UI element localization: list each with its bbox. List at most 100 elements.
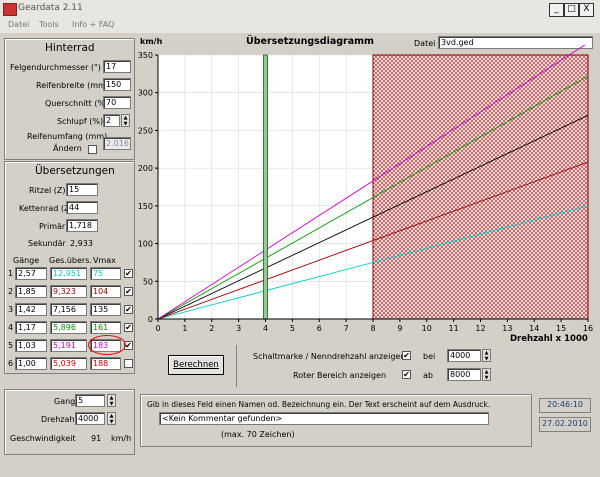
reifenbreite-label: Reifenbreite (mm): [36, 81, 109, 90]
y-tick-label: 0: [148, 315, 153, 324]
bei-spinner[interactable]: ▲ ▼: [482, 349, 491, 362]
reifenbreite-input[interactable]: 150: [103, 78, 131, 91]
gear-checkbox[interactable]: [124, 359, 133, 368]
schlupf-spinner[interactable]: ▲ ▼: [121, 114, 130, 127]
drehzahl-spinner[interactable]: ▲ ▼: [107, 412, 116, 425]
x-tick-label: 8: [370, 324, 375, 333]
x-tick-label: 13: [502, 324, 512, 333]
gear-number: 3: [8, 305, 14, 314]
close-button[interactable]: X: [579, 3, 594, 17]
x-tick-label: 16: [583, 324, 593, 333]
kettenrad-input[interactable]: 44: [66, 201, 98, 214]
aendern-checkbox[interactable]: [88, 145, 97, 154]
gear-number: 2: [8, 287, 14, 296]
roter-checkbox[interactable]: ✔: [402, 370, 411, 379]
comment-input[interactable]: <Kein Kommentar gefunden>: [159, 412, 489, 425]
querschnitt-label: Querschnitt (%): [45, 99, 109, 108]
calc-panel: Gang 5 ▲ ▼ Drehzahl 4000 ▲ ▼ Geschwindigke…: [4, 389, 135, 455]
geschw-unit: km/h: [111, 434, 132, 443]
gear-ratio-input[interactable]: 1,03: [15, 339, 47, 352]
x-tick-label: 1: [182, 324, 187, 333]
schlupf-input[interactable]: 2: [103, 114, 120, 127]
gear-line-1: [157, 205, 589, 320]
x-tick-label: 7: [344, 324, 349, 333]
gear-checkbox[interactable]: ✔: [124, 269, 133, 278]
primaer-label: Primär: [39, 222, 66, 231]
minimize-button[interactable]: _: [549, 3, 564, 17]
x-tick-label: 9: [397, 324, 402, 333]
menu-bar: Datei Tools Info + FAQ: [0, 19, 600, 33]
window-title: Geardata 2.11: [18, 3, 83, 13]
x-tick-label: 5: [290, 324, 295, 333]
gear-ratio-input[interactable]: 2,57: [15, 267, 47, 280]
gang-label: Gang: [54, 397, 76, 406]
options-group: Schaltmarke / Nenndrehzahl anzeigen ✔ be…: [236, 345, 499, 387]
gear-ratio-input[interactable]: 1,17: [15, 321, 47, 334]
ab-input[interactable]: 8000: [447, 368, 481, 381]
roter-label: Roter Bereich anzeigen: [293, 371, 387, 380]
schaltmarke-checkbox[interactable]: ✔: [402, 351, 411, 360]
gear-vmax: 75: [90, 267, 121, 280]
gear-number: 5: [8, 341, 14, 350]
gear-number: 4: [8, 323, 14, 332]
uebersetzungen-title: Übersetzungen: [35, 165, 115, 177]
gear-checkbox[interactable]: ✔: [124, 305, 133, 314]
ritzel-input[interactable]: 15: [66, 183, 98, 196]
bei-input[interactable]: 4000: [447, 349, 481, 362]
x-tick-label: 3: [236, 324, 241, 333]
gang-spinner[interactable]: ▲ ▼: [107, 394, 116, 407]
gear-checkbox[interactable]: ✔: [124, 287, 133, 296]
ab-spinner[interactable]: ▲ ▼: [482, 368, 491, 381]
col-gaenge: Gänge: [13, 256, 40, 265]
bei-label: bei: [423, 352, 436, 361]
hinterrad-title: Hinterrad: [45, 42, 95, 54]
gear-ratio-input[interactable]: 1,00: [15, 357, 47, 370]
umfang-label: Reifenumfang (mm): [27, 132, 108, 141]
gear-total: 9,323: [50, 285, 87, 298]
gear-ratio-input[interactable]: 1,85: [15, 285, 47, 298]
gear-number: 6: [8, 359, 14, 368]
menu-tools[interactable]: Tools: [39, 20, 59, 29]
schlupf-label: Schlupf (%): [57, 117, 104, 126]
gear-line-5: [157, 45, 586, 320]
schaltmarke-label: Schaltmarke / Nenndrehzahl anzeigen: [253, 352, 406, 361]
highlight-ellipse: [88, 335, 126, 355]
gear-checkbox[interactable]: ✔: [124, 323, 133, 332]
kettenrad-label: Kettenrad (Z): [19, 204, 73, 213]
x-axis-label: Drehzahl x 1000: [510, 334, 588, 344]
aendern-label: Ändern: [53, 144, 82, 153]
felgen-label: Felgendurchmesser ("): [10, 63, 101, 72]
uebersetzungen-panel: Übersetzungen Ritzel (Z) 15 Kettenrad (Z…: [4, 161, 135, 374]
primaer-input[interactable]: 1,718: [66, 219, 98, 232]
gear-line-3: [157, 114, 589, 320]
y-tick-label: 300: [138, 89, 153, 98]
gear-total: 5,039: [50, 357, 87, 370]
gear-vmax: 188: [90, 357, 121, 370]
ab-label: ab: [423, 371, 433, 380]
drehzahl-input[interactable]: 4000: [75, 412, 105, 425]
querschnitt-input[interactable]: 70: [103, 96, 131, 109]
y-tick-label: 350: [138, 51, 153, 60]
berechnen-button[interactable]: Berechnen: [168, 355, 224, 375]
gear-vmax: 104: [90, 285, 121, 298]
gear-line-4: [157, 75, 589, 320]
gang-input[interactable]: 5: [75, 394, 105, 407]
gear-vmax: 161: [90, 321, 121, 334]
berechnen-label: Berechnen: [173, 360, 219, 370]
date-display: 27.02.2010: [539, 417, 591, 432]
x-tick-label: 2: [209, 324, 214, 333]
maximize-button[interactable]: □: [564, 3, 579, 17]
x-tick-label: 11: [449, 324, 459, 333]
gear-total: 5,896: [50, 321, 87, 334]
x-tick-label: 14: [529, 324, 539, 333]
datei-label: Datei: [414, 39, 436, 48]
shift-marker: [263, 54, 268, 320]
felgen-input[interactable]: 17: [103, 60, 131, 73]
menu-datei[interactable]: Datei: [8, 20, 30, 29]
gear-ratio-input[interactable]: 1,42: [15, 303, 47, 316]
y-axis-label: km/h: [140, 37, 163, 46]
x-tick-label: 6: [317, 324, 322, 333]
time-display: 20:46:10: [539, 398, 591, 413]
menu-info[interactable]: Info + FAQ: [72, 20, 115, 29]
gear-chart: 0 1 2 3 4 5 6 7 8 9 10 11 12 13 14 15 160501001502002503…: [138, 45, 593, 333]
